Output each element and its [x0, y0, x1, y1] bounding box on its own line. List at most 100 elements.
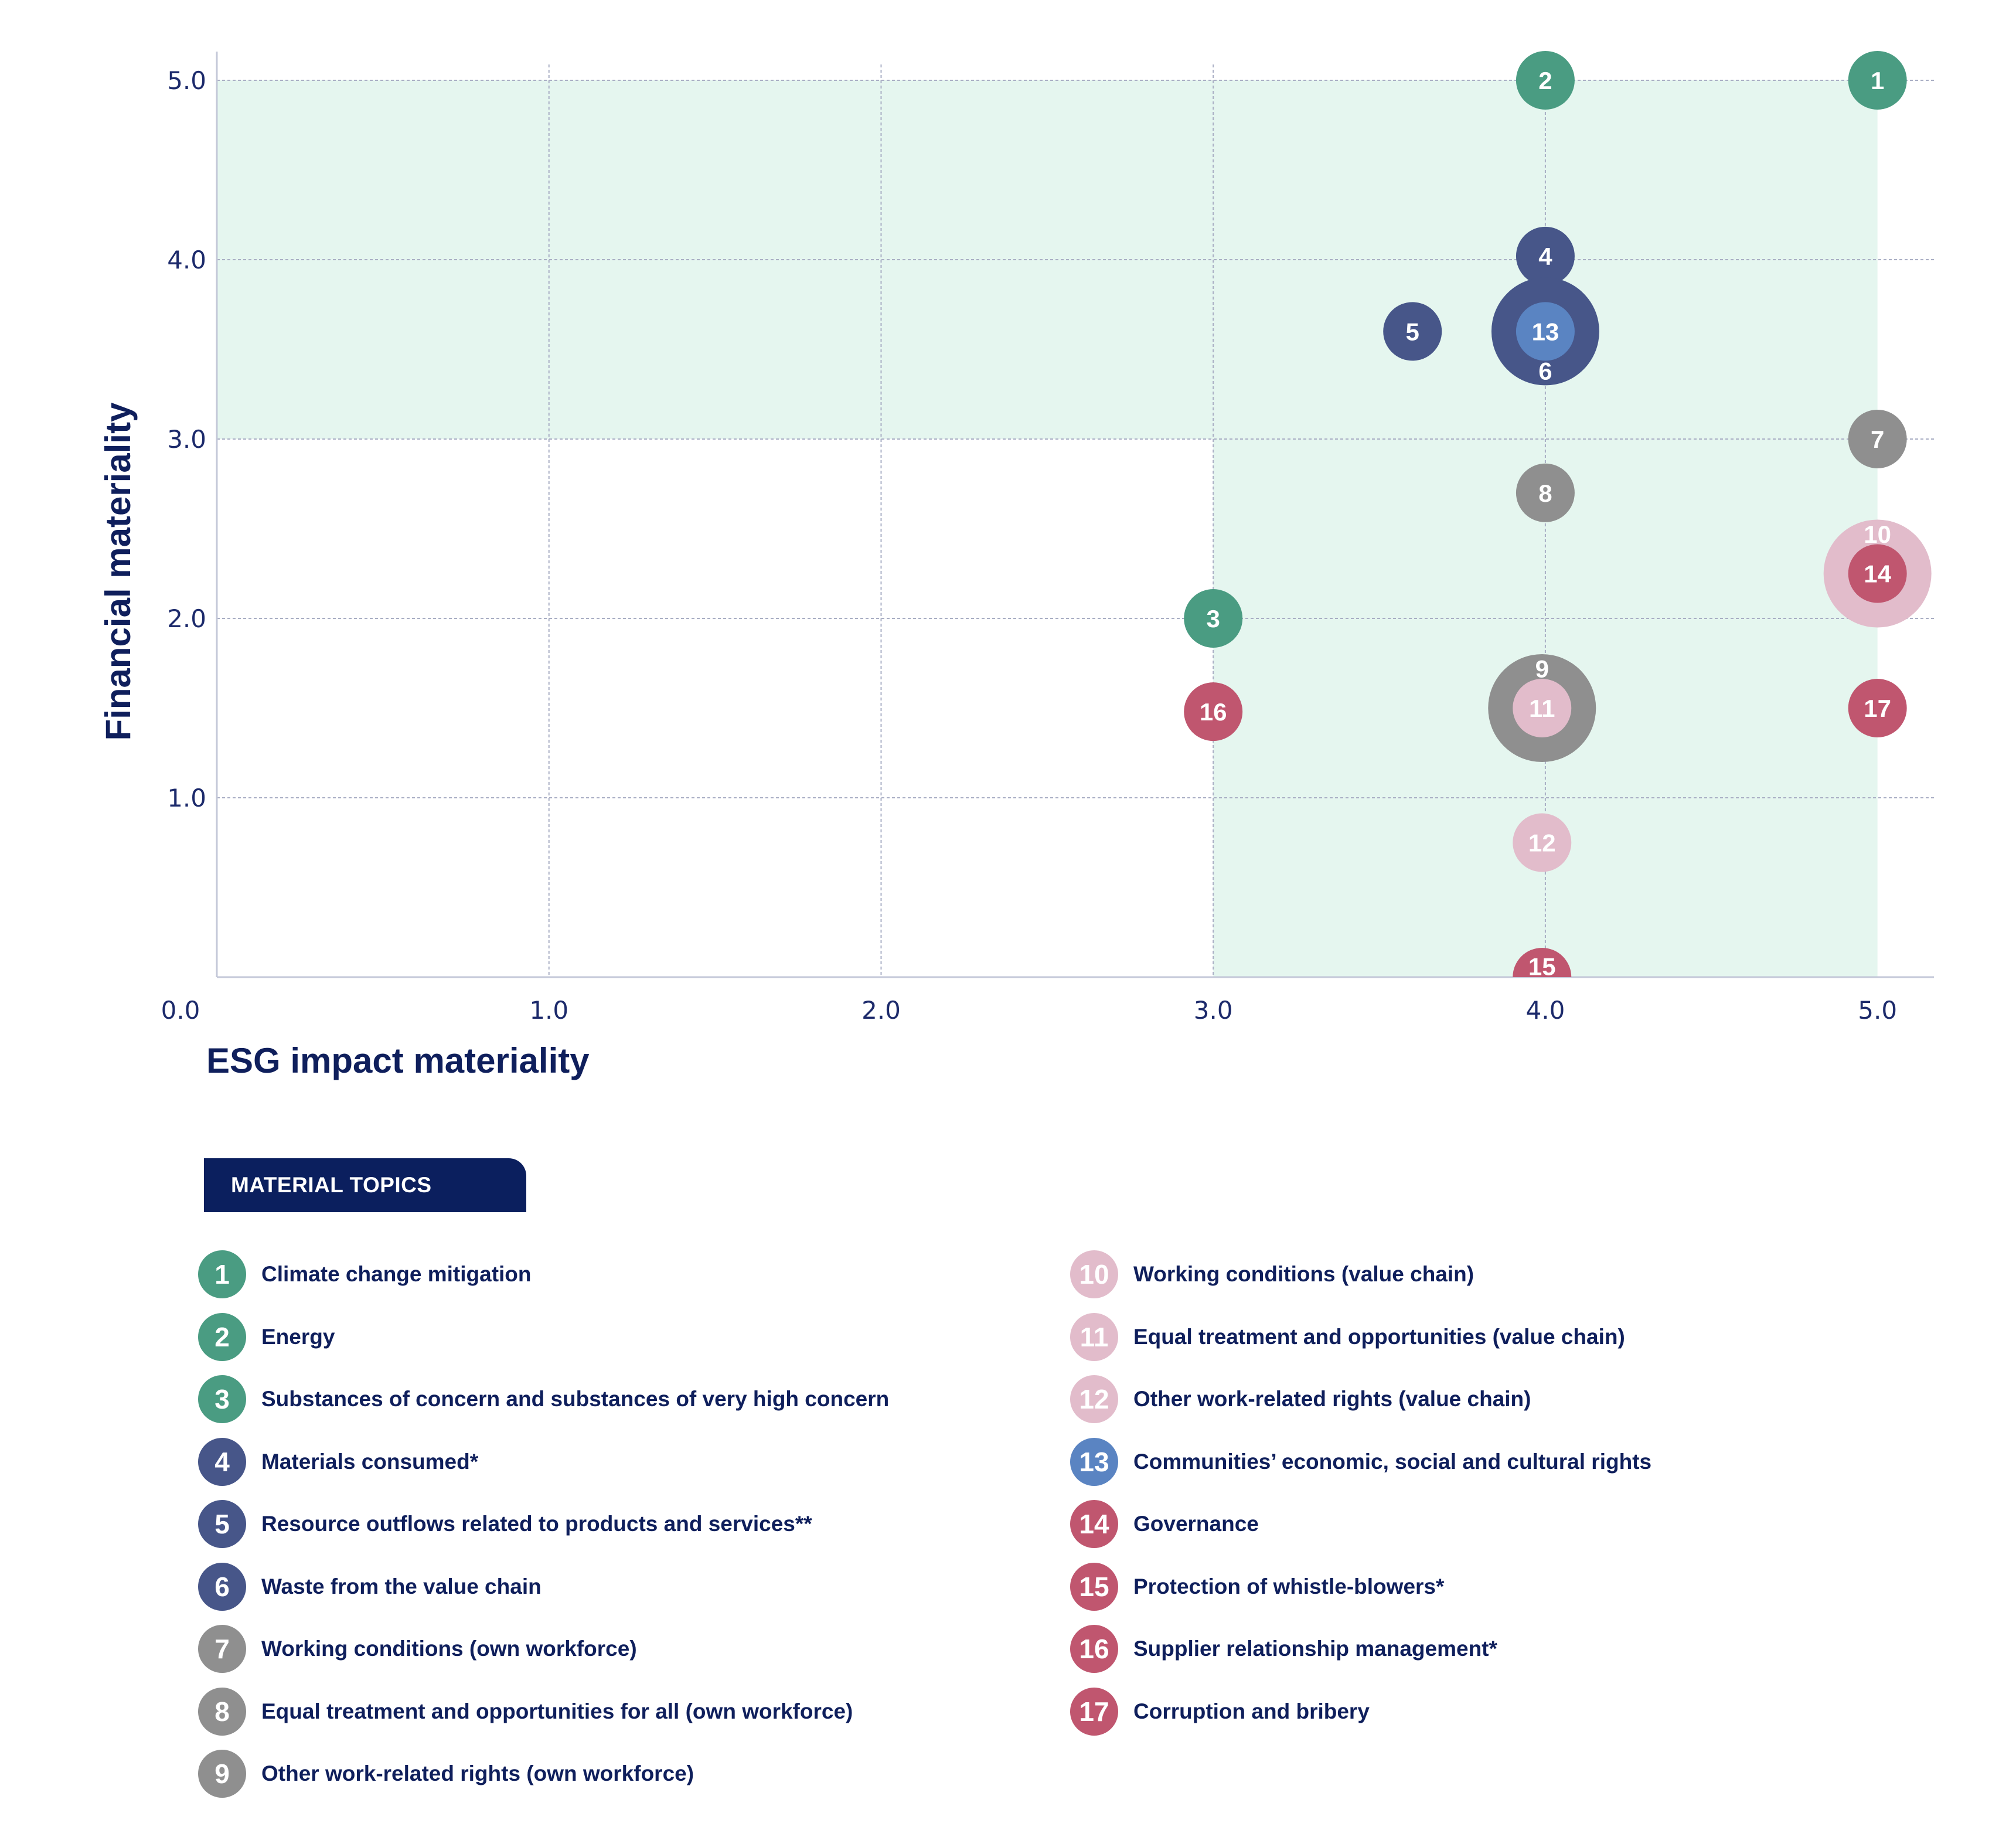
legend-item-5: 5 Resource outflows related to products a… [198, 1499, 812, 1549]
legend-label: Other work-related rights (own workforce… [261, 1761, 694, 1785]
bubble-label-15: 15 [1528, 953, 1556, 981]
legend-label: Other work-related rights (value chain) [1133, 1387, 1531, 1411]
bubble-17 [1848, 678, 1907, 737]
axes [216, 52, 1934, 978]
bubble-label-8: 8 [1538, 479, 1552, 507]
legend-label: Climate change mitigation [261, 1262, 532, 1286]
legend-badge: 5 [198, 1500, 246, 1548]
bubble-14 [1848, 544, 1907, 603]
legend-label: Working conditions (own workforce) [261, 1637, 637, 1661]
bubble-label-13: 13 [1532, 318, 1559, 345]
bubble-label-10: 10 [1864, 521, 1891, 548]
bubble-label-2: 2 [1538, 67, 1552, 94]
legend-item-15: 15 Protection of whistle-blowers* [1070, 1562, 1444, 1612]
legend-label: Protection of whistle-blowers* [1133, 1574, 1445, 1598]
legend-item-14: 14 Governance [1070, 1499, 1259, 1549]
x-tick-labels: 0.0 1.0 2.0 3.0 4.0 5.0 [161, 996, 1897, 1025]
legend-item-8: 8 Equal treatment and opportunities for a… [198, 1686, 853, 1737]
legend-header: MATERIAL TOPICS [204, 1158, 526, 1212]
bubble-12 [1513, 813, 1572, 872]
legend-label: Supplier relationship management* [1133, 1637, 1497, 1661]
legend-label: Waste from the value chain [261, 1574, 542, 1598]
legend-label: Energy [261, 1324, 335, 1349]
legend-badge: 17 [1070, 1687, 1118, 1736]
legend-badge: 8 [198, 1687, 246, 1736]
bubble-label-7: 7 [1871, 426, 1884, 453]
legend-badge: 1 [198, 1250, 246, 1298]
bubble-1 [1848, 50, 1907, 110]
bubble-15 [1513, 948, 1572, 977]
bubble-label-4: 4 [1538, 243, 1552, 270]
legend-item-13: 13 Communities’ economic, social and cult… [1070, 1437, 1651, 1487]
x-tick-label: 2.0 [861, 996, 901, 1025]
bubble-13 [1516, 302, 1575, 361]
legend-item-6: 6 Waste from the value chain [198, 1562, 542, 1612]
legend-badge: 12 [1070, 1375, 1118, 1423]
legend-badge: 10 [1070, 1250, 1118, 1298]
bubble-5 [1383, 302, 1442, 361]
legend-badge: 2 [198, 1312, 246, 1361]
x-tick-label: 3.0 [1194, 996, 1233, 1025]
legend-label: Materials consumed* [261, 1449, 479, 1474]
legend-label: Corruption and bribery [1133, 1699, 1370, 1723]
bubble-label-16: 16 [1200, 698, 1227, 726]
y-axis-title: Financial materiality [98, 402, 138, 741]
legend-label: Communities’ economic, social and cultur… [1133, 1449, 1652, 1474]
y-tick-label: 4.0 [167, 246, 206, 274]
legend-item-1: 1 Climate change mitigation [198, 1249, 532, 1300]
y-tick-label: 5.0 [167, 66, 206, 95]
x-axis-title: ESG impact materiality [206, 1041, 590, 1080]
legend-item-7: 7 Working conditions (own workforce) [198, 1624, 637, 1674]
legend-badge: 6 [198, 1562, 246, 1611]
legend-item-3: 3 Substances of concern and substances of… [198, 1374, 889, 1424]
y-tick-labels: 1.0 2.0 3.0 4.0 5.0 [167, 66, 206, 812]
bubble-7 [1848, 409, 1907, 468]
x-tick-label: 0.0 [161, 996, 200, 1025]
legend-badge: 14 [1070, 1500, 1118, 1548]
legend-item-9: 9 Other work-related rights (own workforc… [198, 1749, 694, 1799]
legend-badge: 4 [198, 1437, 246, 1486]
legend-item-16: 16 Supplier relationship management* [1070, 1624, 1497, 1674]
legend-badge: 3 [198, 1375, 246, 1423]
legend-label: Working conditions (value chain) [1133, 1262, 1474, 1286]
bubble-label-11: 11 [1529, 695, 1555, 722]
legend-badge: 11 [1070, 1312, 1118, 1361]
bubble-label-9: 9 [1535, 655, 1549, 683]
legend-label: Governance [1133, 1512, 1259, 1536]
highlight-regions [217, 80, 1878, 977]
legend-item-17: 17 Corruption and bribery [1070, 1686, 1370, 1737]
bubble-label-1: 1 [1871, 67, 1884, 94]
bubble-3 [1184, 589, 1243, 648]
x-tick-label: 4.0 [1526, 996, 1565, 1025]
y-tick-label: 1.0 [167, 784, 206, 812]
bubble-label-6: 6 [1538, 358, 1552, 385]
bubble-8 [1516, 463, 1575, 522]
legend-label: Equal treatment and opportunities for al… [261, 1699, 853, 1723]
bubble-16 [1184, 682, 1243, 741]
legend-item-10: 10 Working conditions (value chain) [1070, 1249, 1474, 1300]
bubble-2 [1516, 50, 1575, 110]
legend-badge: 13 [1070, 1437, 1118, 1486]
legend-badge: 7 [198, 1625, 246, 1673]
bubble-label-17: 17 [1864, 695, 1891, 722]
bubble-4 [1516, 226, 1575, 285]
legend-label: Resource outflows related to products an… [261, 1512, 812, 1536]
x-tick-label: 5.0 [1858, 996, 1897, 1025]
legend-label: Equal treatment and opportunities (value… [1133, 1324, 1625, 1349]
bubble-label-5: 5 [1406, 318, 1419, 345]
bubble-label-3: 3 [1207, 605, 1220, 632]
bubble-11 [1513, 678, 1572, 737]
x-tick-label: 1.0 [529, 996, 568, 1025]
bubble-label-12: 12 [1528, 829, 1556, 856]
legend-item-11: 11 Equal treatment and opportunities (val… [1070, 1312, 1625, 1362]
legend-badge: 16 [1070, 1625, 1118, 1673]
legend-label: Substances of concern and substances of … [261, 1387, 890, 1411]
legend-badge: 9 [198, 1750, 246, 1798]
materiality-bubble-chart: 0.0 1.0 2.0 3.0 4.0 5.0 1.0 2.0 3.0 4.0 5.0 ESG i… [98, 50, 1934, 1080]
legend-item-4: 4 Materials consumed* [198, 1437, 478, 1487]
legend-item-12: 12 Other work-related rights (value chain… [1070, 1374, 1531, 1424]
y-tick-label: 2.0 [167, 604, 206, 633]
y-tick-label: 3.0 [167, 425, 206, 454]
legend-item-2: 2 Energy [198, 1312, 335, 1362]
